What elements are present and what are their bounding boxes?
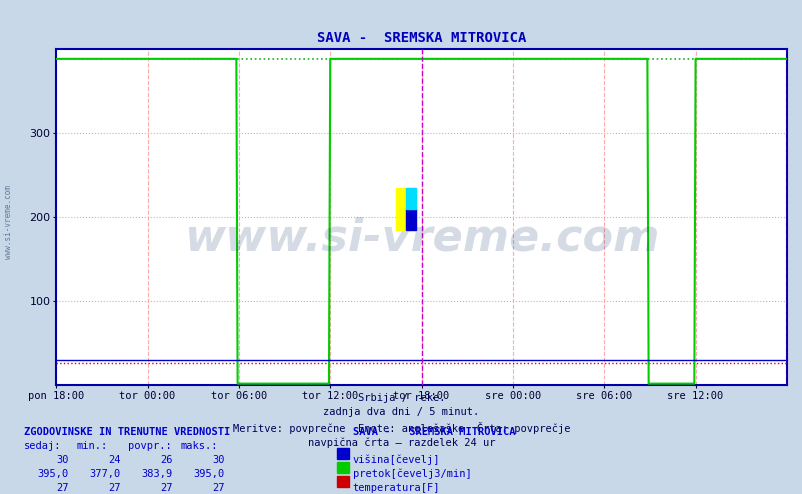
Text: 26: 26 [160, 455, 172, 465]
Bar [406, 209, 416, 230]
Bar [406, 188, 416, 209]
Text: ZGODOVINSKE IN TRENUTNE VREDNOSTI: ZGODOVINSKE IN TRENUTNE VREDNOSTI [24, 427, 230, 437]
Text: 24: 24 [108, 455, 120, 465]
Text: temperatura[F]: temperatura[F] [352, 483, 439, 493]
Text: min.:: min.: [76, 441, 107, 451]
Text: www.si-vreme.com: www.si-vreme.com [3, 185, 13, 259]
Text: 395,0: 395,0 [37, 469, 68, 479]
Text: 27: 27 [160, 483, 172, 493]
Text: povpr.:: povpr.: [128, 441, 172, 451]
Title: SAVA -  SREMSKA MITROVICA: SAVA - SREMSKA MITROVICA [317, 32, 525, 45]
Text: SAVA -   SREMSKA MITROVICA: SAVA - SREMSKA MITROVICA [353, 427, 515, 437]
Text: 27: 27 [56, 483, 68, 493]
Text: 377,0: 377,0 [89, 469, 120, 479]
Text: 27: 27 [108, 483, 120, 493]
Text: 383,9: 383,9 [141, 469, 172, 479]
Text: www.si-vreme.com: www.si-vreme.com [184, 216, 658, 259]
Text: Srbija / reke.
zadnja dva dni / 5 minut.
Meritve: povprečne  Enote: anglešaške  : Srbija / reke. zadnja dva dni / 5 minut.… [233, 393, 569, 449]
Text: 27: 27 [213, 483, 225, 493]
Bar [395, 188, 416, 230]
Text: 30: 30 [213, 455, 225, 465]
Text: sedaj:: sedaj: [24, 441, 62, 451]
Text: 395,0: 395,0 [193, 469, 225, 479]
Text: višina[čevelj]: višina[čevelj] [352, 455, 439, 465]
Text: 30: 30 [56, 455, 68, 465]
Text: maks.:: maks.: [180, 441, 218, 451]
Text: pretok[čevelj3/min]: pretok[čevelj3/min] [352, 469, 471, 479]
